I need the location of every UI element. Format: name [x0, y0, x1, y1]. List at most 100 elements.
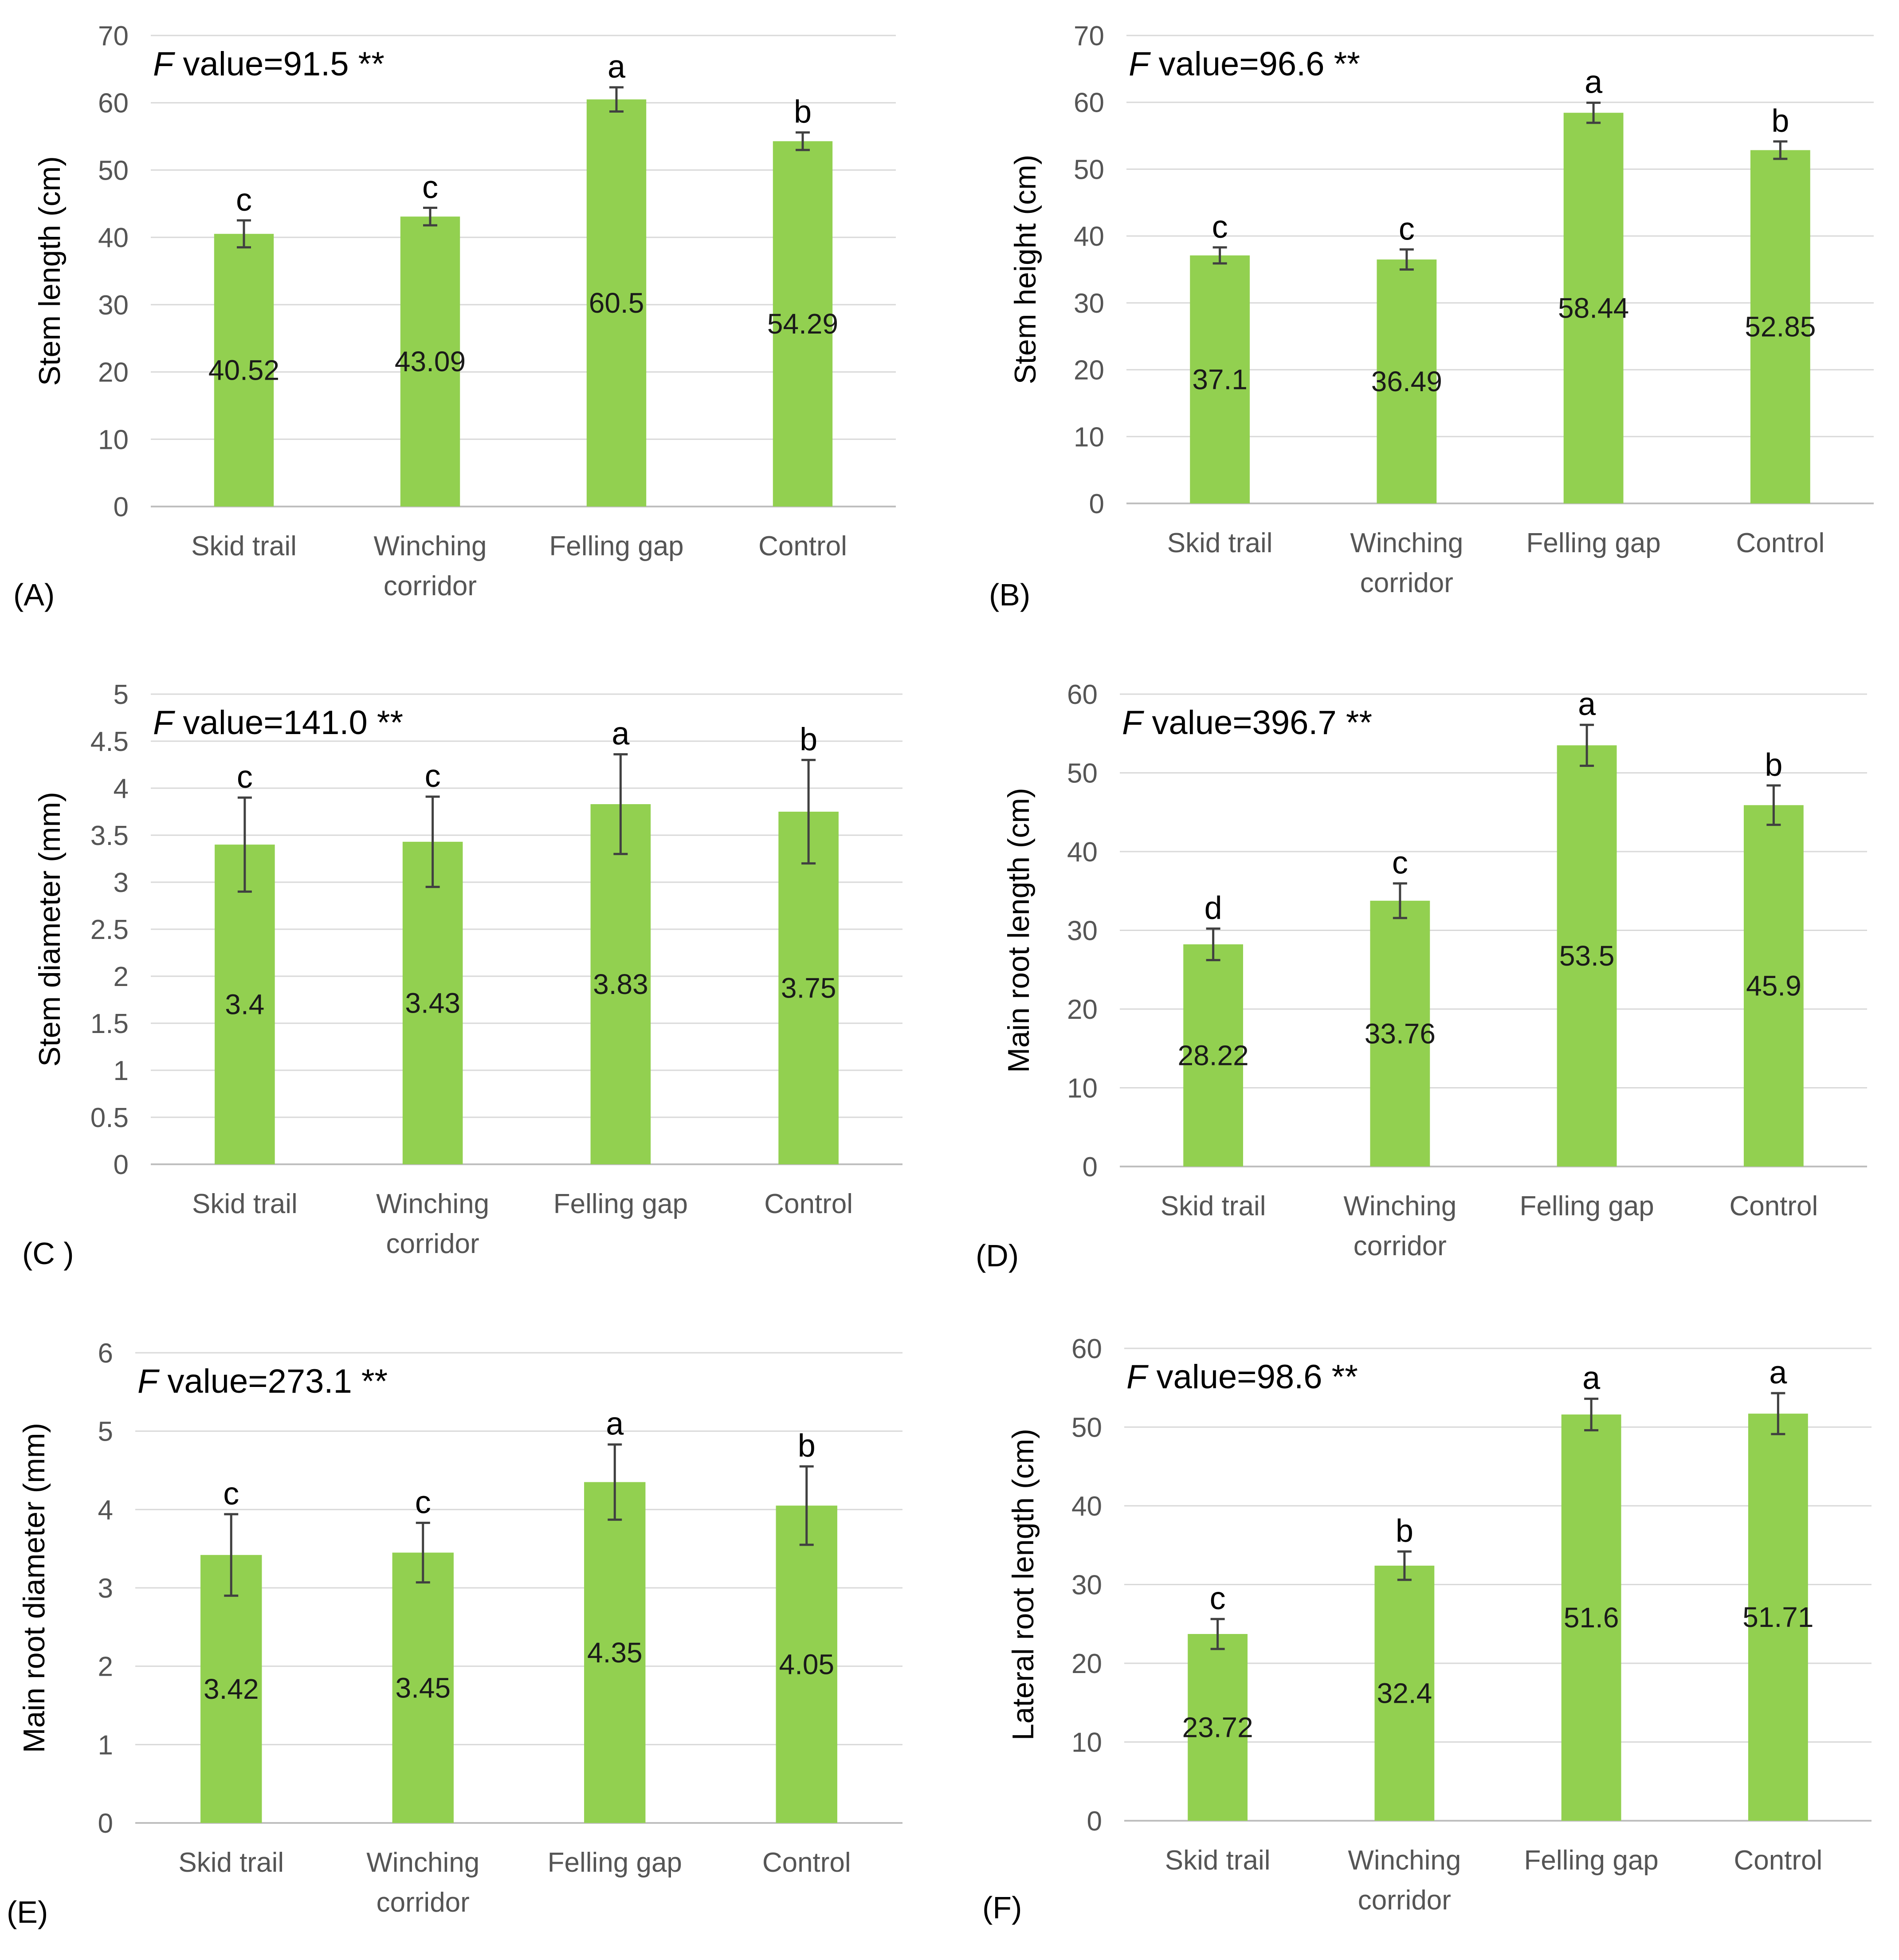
data-label: 54.29 — [767, 308, 838, 340]
x-tick-label: Felling gap — [549, 531, 683, 562]
f-value-symbol: F — [153, 704, 175, 742]
bar — [1748, 1414, 1808, 1821]
data-label: 33.76 — [1365, 1017, 1436, 1049]
chart-panel: 0 10 20 30 40 50 60 70 Stem height (cm) F value=9… — [989, 21, 1874, 612]
bar — [402, 841, 463, 1164]
y-tick-label: 20 — [1074, 355, 1104, 386]
data-label: 58.44 — [1558, 292, 1629, 324]
significance-letter: a — [608, 49, 626, 85]
data-label: 43.09 — [395, 346, 466, 377]
bar — [392, 1552, 454, 1823]
significance-letter: c — [415, 1485, 431, 1520]
y-tick-label: 1 — [114, 1056, 129, 1086]
y-tick-label: 10 — [1074, 422, 1104, 452]
y-axis-title: Main root length (cm) — [1002, 788, 1036, 1072]
x-tick-label: Control — [762, 1847, 851, 1878]
significance-letter: a — [1769, 1355, 1787, 1390]
bar — [200, 1555, 262, 1823]
y-tick-label: 30 — [98, 290, 129, 321]
data-label: 3.4 — [225, 989, 264, 1021]
y-tick-label: 10 — [98, 424, 129, 455]
y-tick-label: 50 — [1071, 1413, 1102, 1443]
f-value-symbol: F — [1122, 704, 1144, 742]
y-axis-title: Main root diameter (mm) — [17, 1423, 51, 1753]
bar — [1561, 1414, 1621, 1821]
y-tick-label: 0 — [98, 1808, 113, 1839]
data-label: 36.49 — [1371, 365, 1442, 397]
y-axis-title: Stem diameter (mm) — [33, 792, 67, 1067]
x-tick-label: Skid trail — [191, 531, 297, 562]
y-tick-label: 0 — [1089, 489, 1104, 519]
x-tick-label: Skid trail — [1165, 1845, 1271, 1876]
y-tick-label: 40 — [1067, 837, 1098, 868]
data-label: 3.75 — [781, 972, 836, 1004]
significance-letter: b — [800, 722, 817, 757]
significance-letter: b — [1765, 747, 1782, 783]
y-tick-label: 6 — [98, 1338, 113, 1369]
y-tick-label: 10 — [1071, 1728, 1102, 1758]
f-value-annotation: F value=96.6 ** — [1129, 45, 1360, 83]
f-value-annotation: F value=273.1 ** — [137, 1363, 388, 1400]
significance-letter: a — [1578, 687, 1596, 722]
y-tick-label: 60 — [1067, 680, 1098, 710]
y-tick-label: 40 — [1071, 1491, 1102, 1522]
f-value-symbol: F — [137, 1363, 160, 1400]
x-tick-label: corridor — [386, 1229, 479, 1259]
data-label: 51.71 — [1742, 1601, 1813, 1633]
bar — [586, 99, 647, 507]
y-axis-title: Stem length (cm) — [33, 156, 67, 386]
bar — [215, 844, 275, 1164]
significance-letter: b — [1771, 103, 1789, 139]
bar — [1743, 805, 1804, 1167]
x-tick-label: Control — [758, 531, 847, 562]
f-value-annotation: F value=141.0 ** — [153, 704, 403, 742]
x-tick-label: Winching — [1343, 1191, 1456, 1222]
x-tick-label: Felling gap — [1526, 528, 1660, 558]
significance-letter: a — [1582, 1361, 1601, 1396]
f-value-text: value=273.1 ** — [158, 1363, 388, 1400]
bar — [1377, 259, 1437, 503]
significance-letter: c — [236, 182, 252, 218]
y-tick-label: 40 — [98, 223, 129, 253]
significance-letter: a — [606, 1406, 624, 1442]
bar — [214, 234, 274, 507]
bar — [590, 804, 651, 1164]
f-value-symbol: F — [1129, 45, 1151, 83]
y-tick-label: 70 — [1074, 21, 1104, 51]
significance-letter: c — [1392, 845, 1408, 881]
y-tick-label: 0 — [114, 1150, 129, 1180]
data-label: 4.35 — [587, 1637, 643, 1669]
significance-letter: a — [1585, 65, 1603, 100]
y-tick-label: 60 — [1071, 1334, 1102, 1364]
y-tick-label: 0 — [114, 492, 129, 522]
y-axis-title: Stem height (cm) — [1008, 155, 1042, 385]
y-tick-label: 2.5 — [90, 915, 129, 945]
y-tick-label: 40 — [1074, 221, 1104, 252]
panel-label: (E) — [7, 1895, 48, 1929]
significance-letter: c — [223, 1476, 239, 1512]
y-tick-label: 50 — [98, 155, 129, 186]
chart-panel: 0 10 20 30 40 50 60 70 Stem length (cm) F value=9… — [13, 21, 896, 612]
y-tick-label: 4.5 — [90, 727, 129, 757]
chart-panel: 0 1 2 3 4 5 6 Main root diameter (mm) F value=27… — [7, 1338, 902, 1929]
significance-letter: b — [1396, 1513, 1413, 1549]
y-tick-label: 30 — [1074, 288, 1104, 319]
y-tick-label: 20 — [98, 357, 129, 388]
significance-letter: c — [1399, 211, 1415, 247]
x-tick-label: Felling gap — [548, 1847, 682, 1878]
f-value-symbol: F — [1126, 1358, 1149, 1396]
significance-letter: d — [1205, 891, 1222, 926]
bar — [1557, 745, 1617, 1167]
y-tick-label: 3.5 — [90, 821, 129, 851]
chart-panel: 0 10 20 30 40 50 60 Main root length (cm) F valu… — [976, 680, 1867, 1273]
significance-letter: c — [1212, 209, 1228, 245]
data-label: 60.5 — [589, 287, 644, 319]
data-label: 45.9 — [1746, 970, 1801, 1002]
y-tick-label: 10 — [1067, 1073, 1098, 1104]
data-label: 3.42 — [204, 1673, 259, 1705]
x-tick-label: Winching — [1350, 528, 1463, 558]
y-tick-label: 50 — [1067, 758, 1098, 789]
x-tick-label: corridor — [384, 571, 477, 601]
bar — [1374, 1565, 1435, 1821]
data-label: 3.45 — [395, 1672, 451, 1704]
